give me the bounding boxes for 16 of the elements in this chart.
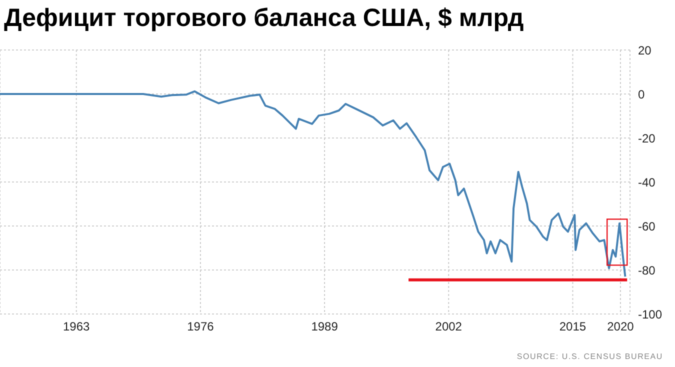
source-note: SOURCE: U.S. CENSUS BUREAU xyxy=(516,352,663,361)
y-tick-label: -40 xyxy=(638,175,656,190)
x-tick-label: 1976 xyxy=(187,320,214,334)
y-tick-label: -100 xyxy=(638,307,662,322)
y-tick-label: -80 xyxy=(638,263,656,278)
x-tick-label: 1989 xyxy=(311,320,338,334)
x-tick-label: 2015 xyxy=(559,320,586,334)
x-tick-label: 1963 xyxy=(63,320,90,334)
x-tick-label: 2020 xyxy=(607,320,634,334)
chart-title: Дефицит торгового баланса США, $ млрд xyxy=(4,4,524,33)
line-series xyxy=(0,90,626,278)
y-tick-label: -20 xyxy=(638,131,656,146)
y-tick-label: -60 xyxy=(638,219,656,234)
y-tick-label: 20 xyxy=(638,43,652,58)
y-tick-label: 0 xyxy=(638,87,645,102)
x-tick-label: 2002 xyxy=(435,320,462,334)
